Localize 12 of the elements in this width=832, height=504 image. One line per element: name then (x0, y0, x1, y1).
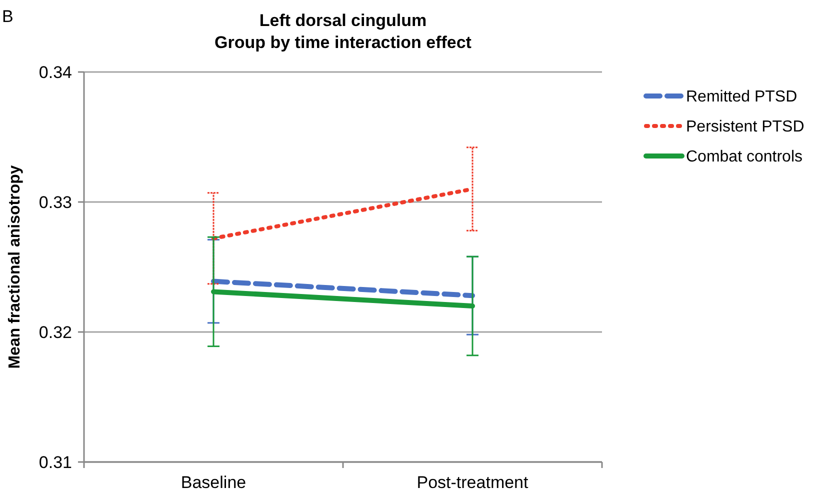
legend-label: Remitted PTSD (686, 88, 798, 106)
y-tick-label: 0.31 (38, 452, 72, 472)
x-tick-label: Baseline (180, 473, 246, 492)
legend-label: Persistent PTSD (686, 118, 804, 136)
chart-title: Left dorsal cingulum Group by time interaction effect (214, 11, 472, 52)
x-tick-label: Post-treatment (416, 473, 529, 492)
text: B (2, 7, 14, 26)
y-axis-title: Mean fractional anisotropy (6, 165, 24, 369)
y-tick-label: 0.33 (38, 192, 72, 212)
y-tick-label: 0.32 (38, 322, 72, 342)
legend-label: Combat controls (686, 148, 802, 166)
y-tick-label: 0.34 (38, 62, 72, 82)
